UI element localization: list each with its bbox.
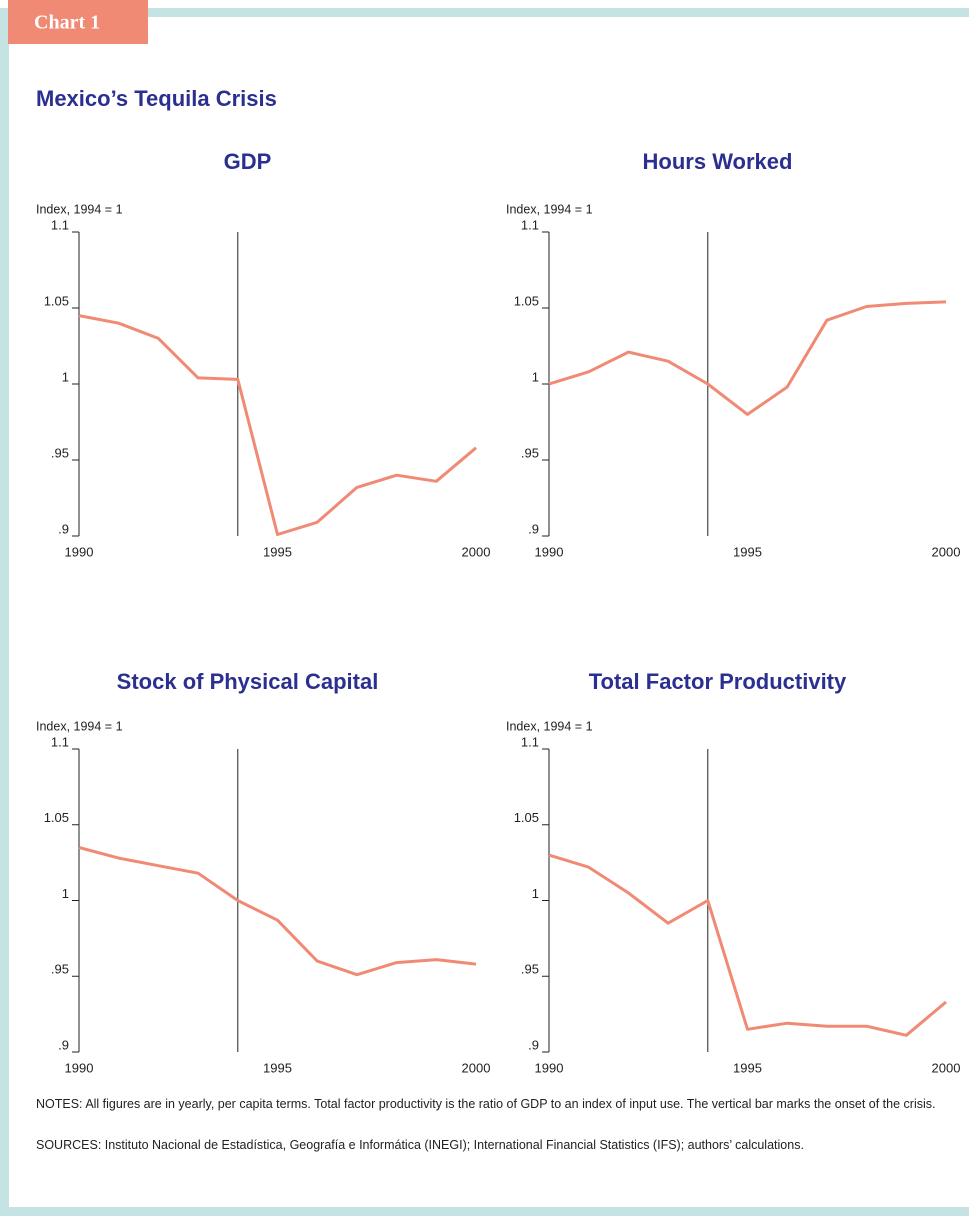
y-axis-label: Index, 1994 = 1 [36, 202, 123, 216]
data-line [78, 846, 477, 977]
y-tick-label: 1 [532, 369, 539, 384]
x-tick-label: 1995 [263, 1060, 292, 1075]
chart-title: Hours Worked [643, 149, 793, 174]
y-tick-label: 1.1 [521, 217, 539, 232]
top-band [0, 8, 969, 17]
y-tick-label: .9 [58, 521, 69, 536]
y-axis-label: Index, 1994 = 1 [506, 202, 593, 216]
y-tick-label: 1.1 [51, 217, 69, 232]
chart-label: Chart 1 [34, 12, 100, 34]
x-tick-label: 2000 [932, 1060, 961, 1075]
y-tick-label: 1 [532, 886, 539, 901]
bottom-band [0, 1207, 969, 1216]
x-tick-label: 1990 [65, 544, 94, 559]
y-tick-label: .9 [58, 1037, 69, 1052]
x-tick-label: 1995 [733, 1060, 762, 1075]
y-tick-label: .95 [521, 962, 539, 977]
y-tick-label: 1 [62, 369, 69, 384]
y-axis-label: Index, 1994 = 1 [506, 719, 593, 733]
x-tick-label: 2000 [932, 544, 961, 559]
y-axis-label: Index, 1994 = 1 [36, 719, 123, 733]
x-tick-label: 2000 [462, 544, 491, 559]
left-band [0, 8, 9, 1216]
y-tick-label: 1.1 [521, 734, 539, 749]
y-tick-label: .95 [521, 445, 539, 460]
y-tick-label: 1.1 [51, 734, 69, 749]
chart-title: Stock of Physical Capital [117, 669, 379, 694]
y-tick-label: .9 [528, 1037, 539, 1052]
notes: NOTES: All figures are in yearly, per ca… [36, 1097, 936, 1111]
y-tick-label: 1.05 [44, 293, 69, 308]
chart-title: GDP [224, 149, 272, 174]
chart-label-box [8, 0, 148, 44]
sources: SOURCES: Instituto Nacional de Estadísti… [36, 1138, 804, 1152]
y-tick-label: 1.05 [44, 810, 69, 825]
x-tick-label: 1995 [263, 544, 292, 559]
y-tick-label: .95 [51, 962, 69, 977]
data-line [548, 853, 947, 1037]
data-line [548, 300, 947, 416]
data-line [78, 314, 477, 536]
y-tick-label: .9 [528, 521, 539, 536]
x-tick-label: 1995 [733, 544, 762, 559]
chart-title: Total Factor Productivity [589, 669, 847, 694]
page-title: Mexico’s Tequila Crisis [36, 86, 277, 111]
y-tick-label: 1.05 [514, 810, 539, 825]
y-tick-label: 1 [62, 886, 69, 901]
y-tick-label: 1.05 [514, 293, 539, 308]
x-tick-label: 1990 [535, 1060, 564, 1075]
y-tick-label: .95 [51, 445, 69, 460]
x-tick-label: 2000 [462, 1060, 491, 1075]
x-tick-label: 1990 [535, 544, 564, 559]
x-tick-label: 1990 [65, 1060, 94, 1075]
